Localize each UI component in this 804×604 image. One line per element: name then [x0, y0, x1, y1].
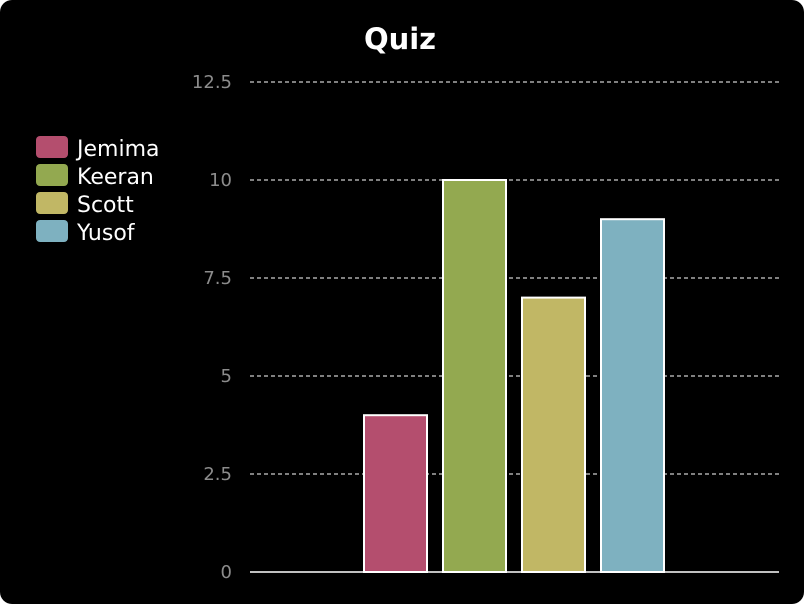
- legend-swatch: [36, 164, 68, 186]
- y-tick-label: 5: [221, 366, 232, 387]
- y-tick-label: 0: [221, 562, 232, 583]
- legend: Jemima Keeran Scott Yusof: [36, 136, 159, 246]
- legend-label: Yusof: [76, 221, 136, 246]
- legend-label: Jemima: [75, 137, 159, 162]
- bar-jemima: [363, 414, 428, 574]
- gridlines: [250, 81, 779, 475]
- legend-swatch: [36, 136, 68, 158]
- bar-keeran: [442, 179, 507, 573]
- y-tick-label: 7.5: [203, 268, 232, 289]
- chart-title: Quiz: [363, 22, 437, 56]
- y-tick-label: 2.5: [203, 464, 232, 485]
- legend-label: Scott: [77, 193, 134, 218]
- legend-swatch: [36, 192, 68, 214]
- bar-yusof: [600, 218, 665, 573]
- legend-label: Keeran: [77, 165, 154, 190]
- y-tick-label: 12.5: [192, 72, 232, 93]
- legend-swatch: [36, 220, 68, 242]
- bars: [363, 179, 665, 574]
- y-tick-label: 10: [209, 170, 232, 191]
- y-axis: 0 2.5 5 7.5 10 12.5: [192, 72, 232, 583]
- bar-scott: [521, 296, 586, 573]
